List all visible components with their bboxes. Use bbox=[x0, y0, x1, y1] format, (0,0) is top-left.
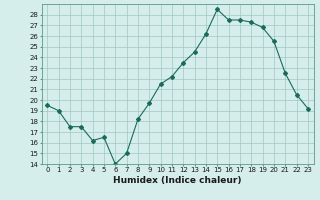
X-axis label: Humidex (Indice chaleur): Humidex (Indice chaleur) bbox=[113, 176, 242, 185]
